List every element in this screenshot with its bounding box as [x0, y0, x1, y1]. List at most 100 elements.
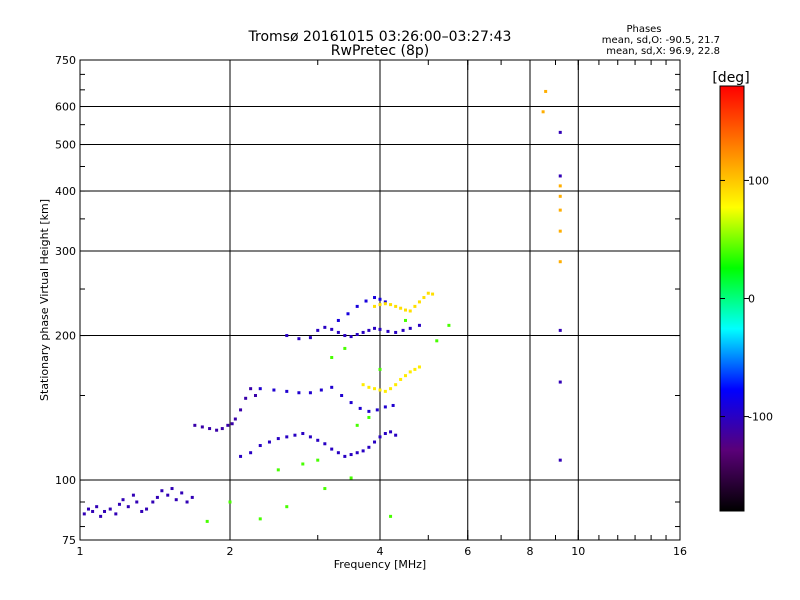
- data-point: [422, 296, 426, 300]
- data-point: [200, 425, 204, 429]
- data-point: [323, 442, 327, 446]
- data-point: [190, 495, 194, 499]
- data-point: [349, 453, 353, 457]
- data-point: [394, 330, 398, 334]
- data-point: [336, 330, 340, 334]
- data-point: [361, 383, 365, 387]
- y-tick-label: 600: [55, 101, 76, 114]
- data-point: [323, 325, 327, 329]
- data-point: [285, 389, 289, 393]
- data-point: [297, 391, 301, 395]
- data-point: [193, 423, 197, 427]
- data-point: [373, 387, 377, 391]
- data-point: [170, 487, 174, 491]
- data-point: [160, 489, 164, 493]
- data-point: [343, 454, 347, 458]
- data-point: [239, 408, 243, 412]
- data-point: [389, 430, 393, 434]
- data-point: [373, 296, 377, 300]
- data-point: [349, 401, 353, 405]
- data-point: [383, 389, 387, 393]
- data-point: [319, 388, 323, 392]
- data-point: [417, 365, 421, 369]
- data-point: [343, 346, 347, 350]
- data-point: [355, 304, 359, 308]
- data-point: [82, 512, 86, 516]
- data-point: [358, 406, 362, 410]
- data-point: [403, 374, 407, 378]
- grid-lines: [80, 60, 680, 540]
- x-axis-label: Frequency [MHz]: [334, 558, 426, 571]
- chart-subtitle: RwPretec (8p): [331, 43, 429, 59]
- colorbar-tick-label: -100: [748, 411, 773, 424]
- data-point: [394, 304, 398, 308]
- data-point: [258, 387, 262, 391]
- data-point: [330, 447, 334, 451]
- data-point: [166, 493, 170, 497]
- data-point: [373, 304, 377, 308]
- data-point: [378, 303, 382, 307]
- data-point: [378, 435, 382, 439]
- data-point: [544, 89, 548, 93]
- y-tick-label: 100: [55, 474, 76, 487]
- data-point: [413, 367, 417, 371]
- data-point: [394, 383, 398, 387]
- y-tick-label: 200: [55, 330, 76, 343]
- x-tick-label: 10: [571, 545, 585, 558]
- data-point: [267, 440, 271, 444]
- data-point: [316, 328, 320, 332]
- data-point: [114, 512, 118, 516]
- data-point: [316, 458, 320, 462]
- data-point: [558, 260, 562, 264]
- data-point: [389, 303, 393, 307]
- data-point: [394, 433, 398, 437]
- data-point: [361, 449, 365, 453]
- data-point: [215, 428, 219, 432]
- data-point: [323, 487, 327, 491]
- x-tick-label: 16: [673, 545, 687, 558]
- data-point: [558, 194, 562, 198]
- data-point: [316, 438, 320, 442]
- data-point: [373, 440, 377, 444]
- data-point: [308, 336, 312, 340]
- data-point: [308, 435, 312, 439]
- y-axis-label: Stationary phase Virtual Height [km]: [38, 199, 51, 401]
- data-point: [413, 304, 417, 308]
- data-point: [226, 423, 230, 427]
- data-point: [253, 394, 257, 398]
- axis-ticks: 1 2 4 6 8 10 16 75 100 200 300 400 500 600 750: [55, 54, 687, 558]
- data-point: [285, 334, 289, 338]
- data-point: [378, 388, 382, 392]
- data-point: [297, 337, 301, 341]
- data-point: [293, 433, 297, 437]
- data-point: [330, 385, 334, 389]
- data-point: [558, 208, 562, 212]
- data-point: [401, 328, 405, 332]
- data-point: [91, 509, 95, 513]
- data-point: [367, 328, 371, 332]
- data-point: [383, 405, 387, 409]
- data-point: [239, 454, 243, 458]
- data-point: [140, 509, 144, 513]
- data-point: [151, 500, 155, 504]
- x-tick-label: 1: [77, 545, 84, 558]
- data-point: [417, 300, 421, 304]
- data-point: [558, 229, 562, 233]
- data-point: [258, 444, 262, 448]
- data-point: [408, 370, 412, 374]
- data-point: [308, 391, 312, 395]
- data-point: [131, 493, 135, 497]
- data-point: [249, 451, 253, 455]
- data-point: [145, 507, 149, 511]
- data-point: [408, 309, 412, 313]
- data-point: [135, 500, 139, 504]
- x-tick-label: 4: [377, 545, 384, 558]
- data-point: [417, 323, 421, 327]
- data-point: [285, 505, 289, 509]
- data-point: [431, 292, 435, 296]
- data-point: [301, 462, 305, 466]
- data-point: [185, 500, 189, 504]
- data-point: [272, 388, 276, 392]
- data-point: [86, 507, 90, 511]
- data-point: [373, 326, 377, 330]
